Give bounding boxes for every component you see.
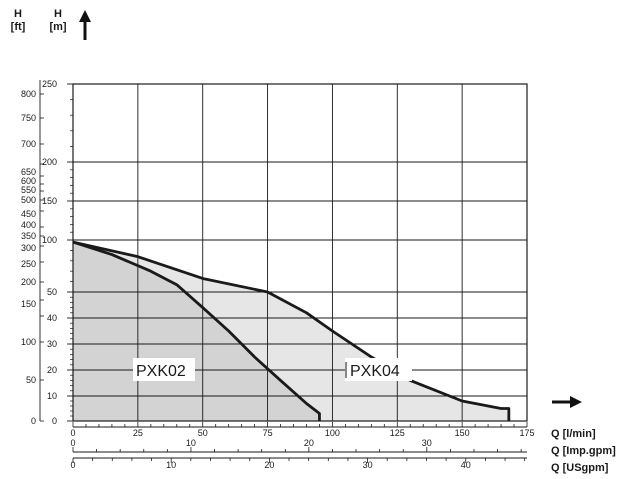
ft-tick-label: 500 xyxy=(21,195,36,205)
q-label-impgpm: Q [Imp.gpm] xyxy=(551,445,616,457)
ft-tick-label: 300 xyxy=(21,243,36,253)
pxk04-label: PXK04 xyxy=(350,363,400,380)
header-h-ft-letter: H xyxy=(14,8,22,20)
ft-tick-label: 600 xyxy=(21,176,36,186)
ft-tick-label: 350 xyxy=(21,231,36,241)
pxk02-label-box xyxy=(133,358,195,381)
usgpm-tick-label: 0 xyxy=(70,460,75,470)
q-label-usgpm: Q [USgpm] xyxy=(551,462,609,474)
ft-tick-label: 450 xyxy=(21,209,36,219)
lmin-tick-label: 25 xyxy=(133,428,143,438)
up-arrow-icon xyxy=(79,10,91,40)
usgpm-tick-label: 10 xyxy=(166,460,176,470)
header-h-m-letter: H xyxy=(54,8,62,20)
m-tick-label: 50 xyxy=(47,287,57,297)
m-tick-label: 30 xyxy=(47,339,57,349)
ft-tick-label: 0 xyxy=(31,416,36,426)
pxk04-label-box xyxy=(345,358,412,381)
chart-axes: 0102030405010015020025005010015020025030… xyxy=(21,79,535,470)
ft-tick-label: 650 xyxy=(21,167,36,177)
q-label-lmin: Q [l/min] xyxy=(551,428,596,440)
header-h-m-unit: [m] xyxy=(49,21,67,33)
header-h-ft: H [ft] xyxy=(0,8,36,34)
m-tick-label: 200 xyxy=(42,157,57,167)
ft-tick-label: 800 xyxy=(21,89,36,99)
ft-tick-label: 200 xyxy=(21,277,36,287)
ft-tick-label: 50 xyxy=(26,375,36,385)
lmin-tick-label: 50 xyxy=(198,428,208,438)
curve-pxk02 xyxy=(72,240,321,421)
m-tick-label: 10 xyxy=(47,391,57,401)
ft-tick-label: 700 xyxy=(21,139,36,149)
m-tick-label: 150 xyxy=(42,196,57,206)
ft-tick-label: 550 xyxy=(21,185,36,195)
header-h-ft-unit: [ft] xyxy=(10,21,26,33)
m-tick-label: 20 xyxy=(47,365,57,375)
m-tick-label: 40 xyxy=(47,313,57,323)
impgpm-tick-label: 0 xyxy=(70,438,75,448)
m-tick-label: 250 xyxy=(42,79,57,89)
m-tick-label: 100 xyxy=(42,235,57,245)
ft-tick-label: 100 xyxy=(21,337,36,347)
ft-tick-label: 750 xyxy=(21,113,36,123)
usgpm-tick-label: 30 xyxy=(363,460,373,470)
usgpm-tick-label: 20 xyxy=(264,460,274,470)
pxk02-label: PXK02 xyxy=(136,363,186,380)
chart-curves xyxy=(72,240,511,421)
lmin-tick-label: 75 xyxy=(263,428,273,438)
lmin-tick-label: 175 xyxy=(519,428,534,438)
right-arrow-icon xyxy=(552,396,582,408)
usgpm-tick-label: 40 xyxy=(461,460,471,470)
ft-tick-label: 400 xyxy=(21,220,36,230)
ft-tick-label: 250 xyxy=(21,259,36,269)
lmin-tick-label: 100 xyxy=(325,428,340,438)
impgpm-tick-label: 30 xyxy=(422,438,432,448)
lmin-tick-label: 0 xyxy=(70,428,75,438)
lmin-tick-label: 125 xyxy=(390,428,405,438)
m-tick-label: 0 xyxy=(52,416,57,426)
ft-tick-label: 150 xyxy=(21,299,36,309)
header-h-m: H [m] xyxy=(40,8,76,34)
impgpm-tick-label: 10 xyxy=(186,438,196,448)
impgpm-tick-label: 20 xyxy=(304,438,314,448)
curve-pxk04 xyxy=(72,240,511,421)
lmin-tick-label: 150 xyxy=(455,428,470,438)
